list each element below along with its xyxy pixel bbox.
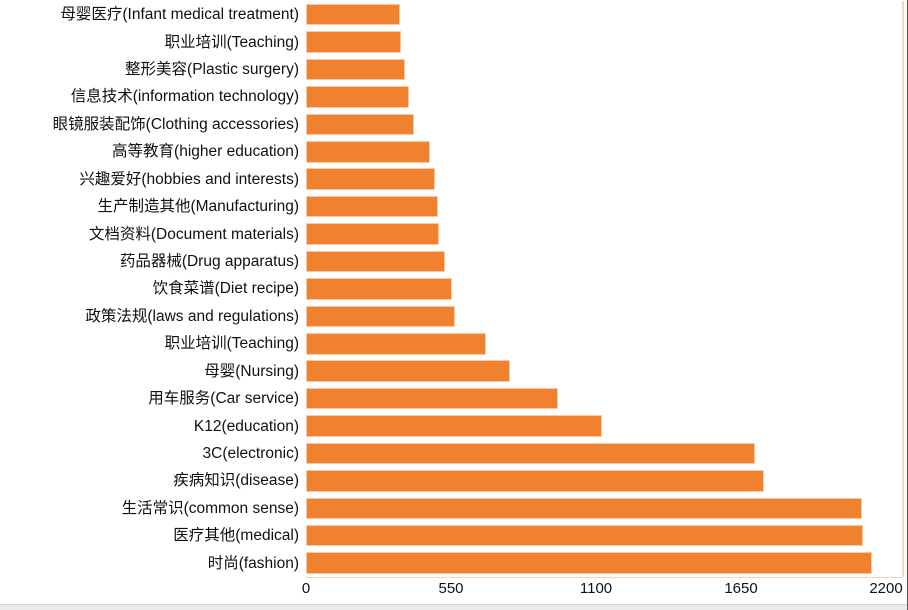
category-label: 药品器械(Drug apparatus)	[119, 252, 299, 270]
chart-row: 职业培训(Teaching)	[0, 28, 908, 55]
bar	[306, 141, 430, 163]
bar-track	[306, 305, 908, 328]
chart-row: 生活常识(common sense)	[0, 495, 908, 522]
bar	[306, 86, 409, 108]
bar-track	[306, 552, 908, 574]
bar-track	[306, 58, 908, 81]
bar-track	[306, 415, 908, 437]
category-label: 饮食菜谱(Diet recipe)	[152, 280, 299, 298]
category-label: K12(education)	[193, 417, 299, 435]
x-tick-label: 1650	[724, 580, 758, 597]
right-axis-line	[902, 1, 904, 577]
x-tick-label: 2200	[869, 580, 903, 597]
chart-row: 医疗其他(medical)	[0, 522, 908, 549]
category-label: 高等教育(higher education)	[112, 143, 299, 161]
category-label: 生产制造其他(Manufacturing)	[97, 198, 299, 216]
chart-row: 政策法规(laws and regulations)	[0, 303, 908, 330]
bar	[306, 387, 558, 410]
chart-row: 母婴医疗(Infant medical treatment)	[0, 1, 908, 28]
bar	[306, 168, 435, 190]
chart-row: 时尚(fashion)	[0, 549, 908, 576]
chart-row: 信息技术(information technology)	[0, 83, 908, 110]
category-label: 兴趣爱好(hobbies and interests)	[79, 170, 299, 188]
bar	[306, 58, 405, 81]
screenshot-right-edge	[906, 0, 908, 610]
bar-track	[306, 86, 908, 108]
x-axis-line	[306, 576, 903, 578]
bar	[306, 3, 400, 26]
bar-track	[306, 497, 908, 520]
category-label: 时尚(fashion)	[207, 554, 299, 572]
bar	[306, 113, 415, 136]
category-label: 信息技术(information technology)	[70, 88, 299, 106]
chart-row: 兴趣爱好(hobbies and interests)	[0, 166, 908, 193]
bar	[306, 223, 439, 245]
x-tick-label: 0	[301, 580, 311, 597]
category-label: 母婴(Nursing)	[204, 362, 299, 380]
category-label: 疾病知识(disease)	[173, 472, 299, 490]
bar-track	[306, 524, 908, 547]
category-label: 文档资料(Document materials)	[88, 225, 299, 243]
category-label: 母婴医疗(Infant medical treatment)	[60, 6, 299, 24]
bar	[306, 415, 603, 437]
bar-track	[306, 195, 908, 218]
chart-row: 饮食菜谱(Diet recipe)	[0, 275, 908, 302]
category-label: 3C(electronic)	[202, 444, 299, 462]
bar	[306, 552, 873, 574]
category-label: 职业培训(Teaching)	[164, 335, 299, 353]
chart-row: 文档资料(Document materials)	[0, 220, 908, 247]
chart-row: 整形美容(Plastic surgery)	[0, 56, 908, 83]
bar-track	[306, 31, 908, 53]
chart-row: 母婴(Nursing)	[0, 357, 908, 384]
bar	[306, 278, 453, 300]
chart-row: 眼镜服装配饰(Clothing accessories)	[0, 111, 908, 138]
bar	[306, 195, 439, 218]
category-label: 政策法规(laws and regulations)	[85, 307, 299, 325]
bar-track	[306, 223, 908, 245]
bar	[306, 360, 510, 382]
chart-row: 高等教育(higher education)	[0, 138, 908, 165]
bar-track	[306, 278, 908, 300]
chart-row: 疾病知识(disease)	[0, 467, 908, 494]
bar-track	[306, 113, 908, 136]
category-label: 整形美容(Plastic surgery)	[125, 61, 299, 79]
category-label: 生活常识(common sense)	[121, 499, 299, 517]
bar-track	[306, 141, 908, 163]
category-label: 职业培训(Teaching)	[164, 33, 299, 51]
chart-row: K12(education)	[0, 412, 908, 439]
bar	[306, 442, 755, 465]
x-axis-ticks: 0 550 1100 1650 2200	[0, 580, 908, 602]
category-label: 用车服务(Car service)	[148, 390, 299, 408]
category-label: 眼镜服装配饰(Clothing accessories)	[52, 115, 299, 133]
x-tick-label: 550	[438, 580, 464, 597]
chart-row: 生产制造其他(Manufacturing)	[0, 193, 908, 220]
x-tick-label: 1100	[579, 580, 613, 597]
window-bottom-edge	[0, 604, 908, 610]
bar	[306, 250, 445, 273]
category-label: 医疗其他(medical)	[173, 527, 299, 545]
bar	[306, 305, 455, 328]
chart-row: 职业培训(Teaching)	[0, 330, 908, 357]
bar-track	[306, 360, 908, 382]
bar	[306, 524, 864, 547]
chart-row: 用车服务(Car service)	[0, 385, 908, 412]
bar-track	[306, 250, 908, 273]
bar-track	[306, 333, 908, 355]
bar-track	[306, 442, 908, 465]
bar-track	[306, 168, 908, 190]
bar	[306, 31, 402, 53]
bar	[306, 497, 863, 520]
chart-rows: 母婴医疗(Infant medical treatment) 职业培训(Teach…	[0, 1, 908, 577]
bar-track	[306, 387, 908, 410]
bar	[306, 470, 765, 492]
chart-row: 药品器械(Drug apparatus)	[0, 248, 908, 275]
bar-track	[306, 3, 908, 26]
chart-row: 3C(electronic)	[0, 440, 908, 467]
bar	[306, 333, 486, 355]
bar-track	[306, 470, 908, 492]
